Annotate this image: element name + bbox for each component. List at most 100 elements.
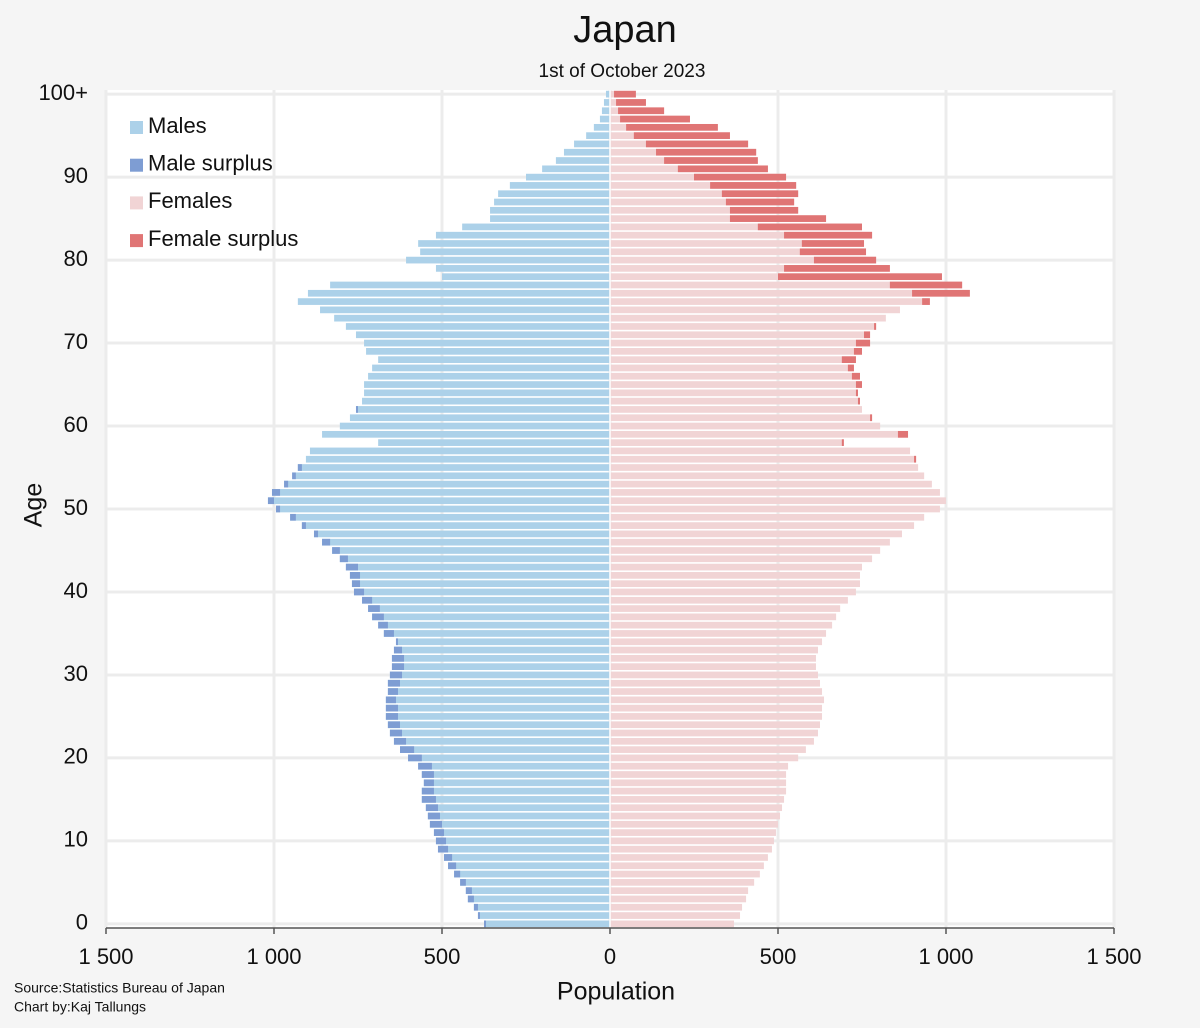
female-bar (610, 497, 946, 505)
male-surplus (332, 547, 340, 554)
female-bar (610, 397, 860, 405)
x-tick-label: 1 500 (78, 944, 133, 969)
female-bar (610, 630, 827, 637)
female-surplus (841, 356, 856, 364)
male-bar (364, 381, 610, 388)
male-bar (490, 215, 610, 222)
male-bar (345, 563, 610, 571)
male-bar (349, 414, 610, 422)
male-bar (526, 173, 610, 181)
x-tick-label: 0 (604, 944, 616, 969)
female-surplus (914, 455, 917, 463)
male-bar (366, 348, 610, 355)
male-bar (395, 638, 610, 646)
male-surplus (444, 854, 453, 861)
male-surplus (421, 771, 434, 778)
legend-swatch (130, 234, 143, 248)
y-tick-label: 30 (64, 661, 88, 686)
female-bar (610, 771, 787, 778)
female-bar (610, 596, 848, 604)
female-bar (610, 306, 900, 314)
female-surplus (616, 99, 646, 106)
female-bar (610, 746, 806, 753)
female-bar (610, 240, 865, 247)
male-bar (345, 323, 610, 330)
male-surplus (297, 464, 302, 471)
female-bar (610, 447, 911, 455)
male-surplus (395, 638, 398, 646)
male-surplus (425, 804, 438, 812)
male-bar (454, 870, 610, 878)
male-bar (603, 99, 610, 106)
male-bar (362, 397, 610, 405)
male-bar (387, 679, 610, 687)
female-bar (610, 389, 858, 397)
male-bar (322, 538, 610, 546)
male-surplus (437, 845, 449, 853)
male-surplus (385, 704, 398, 712)
male-bar (364, 389, 610, 397)
male-bar (305, 455, 610, 463)
female-bar (610, 182, 797, 189)
male-surplus (292, 472, 296, 480)
female-bar (610, 879, 755, 886)
male-surplus (454, 870, 461, 878)
male-surplus (427, 812, 440, 820)
male-surplus (433, 829, 445, 836)
male-bar (349, 572, 610, 579)
female-surplus (897, 430, 909, 438)
female-surplus (721, 190, 799, 198)
male-surplus (460, 879, 466, 886)
female-surplus (614, 90, 636, 98)
female-bar (610, 580, 860, 588)
male-surplus (423, 779, 434, 787)
male-bar (429, 820, 610, 828)
male-bar (555, 157, 610, 164)
male-bar (387, 721, 610, 729)
male-surplus (276, 505, 281, 513)
y-tick-label: 40 (64, 578, 88, 603)
male-bar (284, 480, 610, 488)
female-surplus (778, 273, 942, 281)
female-bar (610, 480, 932, 488)
female-bar (610, 323, 877, 330)
male-surplus (284, 480, 289, 488)
female-bar (610, 356, 856, 364)
male-bar (460, 879, 610, 886)
male-bar (378, 621, 610, 629)
male-bar (368, 605, 610, 612)
female-bar (610, 721, 820, 729)
female-bar (610, 887, 749, 895)
female-surplus (710, 182, 797, 189)
female-surplus (874, 323, 877, 330)
female-surplus (857, 397, 860, 405)
female-bar (610, 804, 783, 812)
male-bar (307, 289, 610, 297)
male-bar (271, 489, 610, 496)
male-surplus (355, 406, 358, 413)
female-bar (610, 704, 823, 712)
female-surplus (870, 414, 873, 422)
male-surplus (408, 754, 422, 762)
male-bar (599, 115, 610, 123)
female-bar (610, 671, 818, 679)
female-bar (610, 920, 734, 928)
female-bar (610, 406, 862, 413)
male-bar (385, 704, 610, 712)
male-bar (465, 887, 610, 895)
female-bar (610, 422, 881, 430)
female-bar (610, 439, 844, 446)
female-surplus (889, 281, 963, 289)
male-surplus (421, 796, 436, 803)
female-surplus (864, 331, 871, 339)
male-bar (372, 613, 610, 621)
male-bar (425, 804, 610, 812)
female-bar (610, 231, 873, 239)
female-surplus (656, 148, 757, 156)
male-bar (322, 430, 610, 438)
male-bar (423, 779, 610, 787)
female-bar (610, 430, 909, 438)
male-bar (391, 654, 610, 662)
male-bar (433, 829, 610, 836)
male-bar (605, 90, 610, 98)
